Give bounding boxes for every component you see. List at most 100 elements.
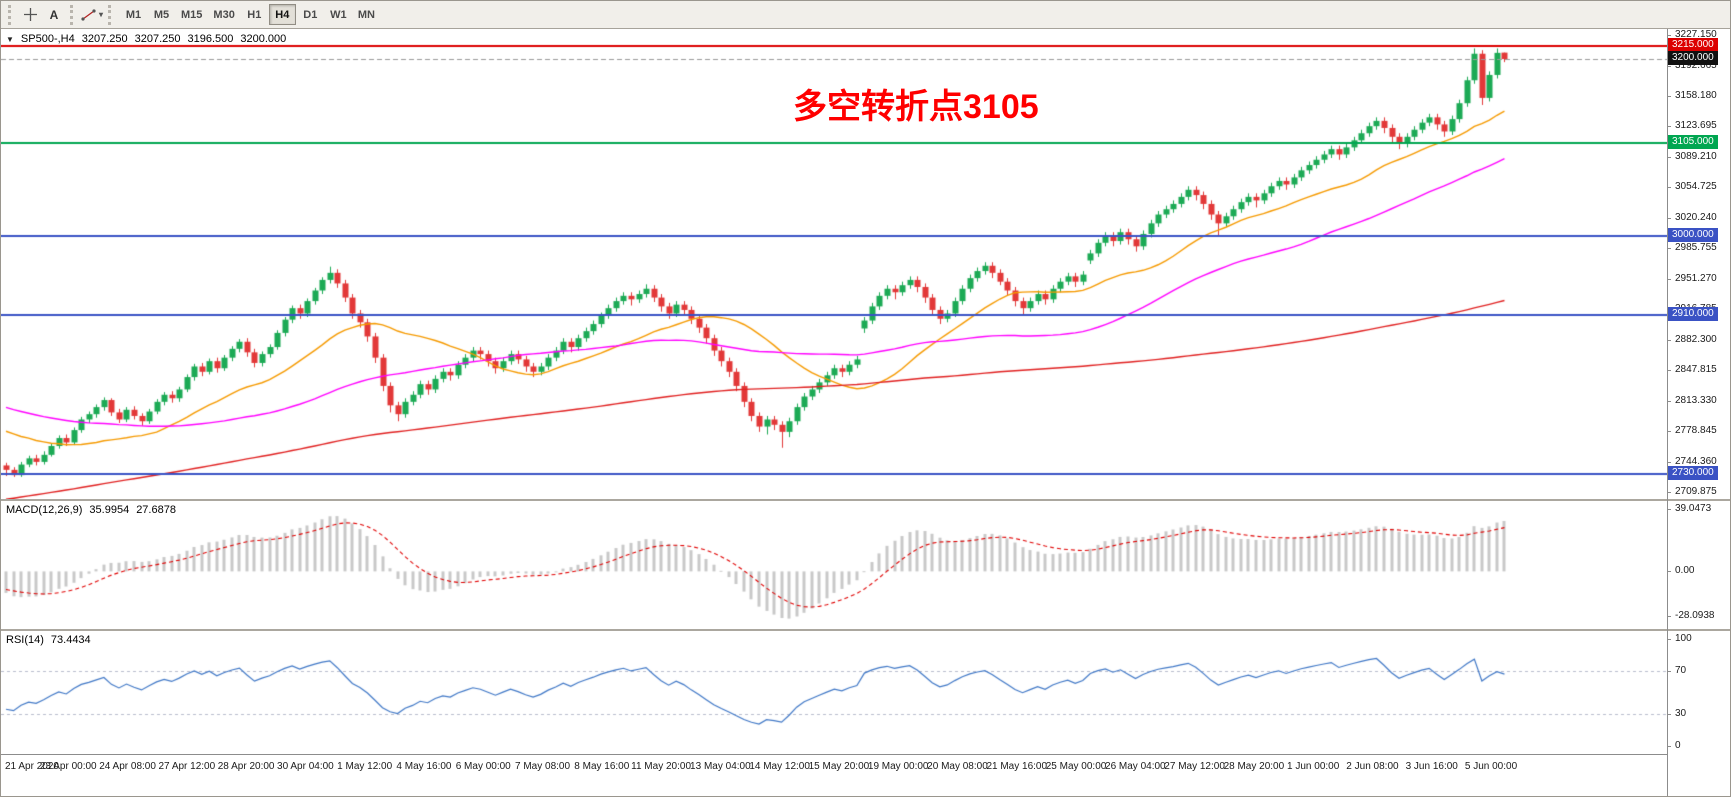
macd-pane: MACD(12,26,9) 35.9954 27.6878 [1,501,1667,629]
toolbar-grip[interactable] [8,4,14,25]
chart-title-close: 3200.000 [240,33,287,45]
chart-title-high: 3207.250 [134,33,181,45]
axis-tick [1667,461,1671,463]
timeframe-button-w1[interactable]: W1 [325,4,352,25]
crosshair-icon [23,8,37,21]
price-level-badge: 3215.000 [1668,37,1718,52]
dropdown-caret-icon: ▾ [99,10,104,19]
time-axis-label: 11 May 20:00 [631,761,692,772]
price-axis-label: 3089.210 [1675,150,1717,162]
time-axis-label: 5 Jun 00:00 [1464,761,1518,772]
price-axis-label: 3123.695 [1675,120,1717,132]
rsi-title: RSI(14) [6,634,44,646]
time-axis-label: 27 May 12:00 [1164,761,1225,772]
timeframe-button-d1[interactable]: D1 [297,4,324,25]
axis-tick [1667,431,1671,433]
axis-tick [1667,65,1671,67]
axis-tick [1667,248,1671,250]
price-axis-label: 2778.845 [1675,425,1717,437]
toolbar-grip[interactable] [70,4,76,25]
time-axis-label: 24 Apr 08:00 [99,761,156,772]
pane-divider[interactable] [1,629,1730,631]
timeframe-button-mn[interactable]: MN [353,4,380,25]
main-chart-pane: ▼ SP500-,H4 3207.250 3207.250 3196.500 3… [1,29,1667,499]
axis-tick [1667,278,1671,280]
time-axis-label: 4 May 16:00 [396,761,452,772]
axis-tick [1667,400,1671,402]
timeframe-button-m15[interactable]: M15 [176,4,207,25]
toolbar: A ▾ M1 M5 M15 M30 H1 H4 D1 W1 MN [1,1,1730,29]
time-axis-label: 28 May 20:00 [1223,761,1285,772]
price-axis-label: 2951.270 [1675,272,1717,284]
text-tool-label: A [49,7,59,22]
time-axis-label: 20 May 08:00 [927,761,988,772]
price-axis-label: 3020.240 [1675,211,1717,223]
axis-tick [1667,508,1671,510]
time-axis-label: 1 May 12:00 [337,761,393,772]
time-axis-label: 2 Jun 08:00 [1346,761,1399,772]
chart-title: ▼ SP500-,H4 3207.250 3207.250 3196.500 3… [6,33,286,45]
price-axis-label: 2985.755 [1675,242,1717,254]
price-axis[interactable]: 3227.1503192.6653158.1803123.6953089.210… [1667,29,1730,796]
rsi-axis-label: 0 [1675,740,1681,751]
rsi-value: 73.4434 [50,634,91,646]
price-level-badge: 2910.000 [1668,307,1718,322]
rsi-axis-label: 30 [1675,707,1687,719]
axis-tick [1667,671,1671,673]
axis-tick [1667,95,1671,97]
macd-title: MACD(12,26,9) [6,504,83,516]
draw-objects-button[interactable]: ▾ [80,4,104,26]
timeframe-button-h1[interactable]: H1 [241,4,268,25]
time-axis-label: 21 Apr 2020 [5,761,59,772]
macd-axis-label: 0.00 [1675,565,1695,577]
trendline-tool-icon [81,8,96,21]
rsi-label: RSI(14) 73.4434 [6,634,91,646]
axis-tick [1667,339,1671,341]
time-axis-label: 28 Apr 20:00 [217,761,275,772]
text-tool-button[interactable]: A [42,4,66,26]
time-axis-label: 7 May 08:00 [514,761,571,772]
price-axis-label: 2744.360 [1675,455,1717,467]
price-level-badge: 2730.000 [1668,466,1718,481]
time-axis-label: 21 May 16:00 [986,761,1048,772]
time-axis-label: 25 May 00:00 [1045,761,1107,772]
chart-title-low: 3196.500 [187,33,234,45]
one-click-trading-arrow-icon[interactable]: ▼ [6,34,14,44]
rsi-axis-label: 70 [1675,665,1687,677]
annotation-text[interactable]: 多空转折点3105 [793,88,1039,126]
crosshair-tool-button[interactable] [18,4,42,26]
rsi-canvas[interactable] [1,631,1667,754]
axis-tick [1667,639,1671,640]
macd-axis-label: -28.0938 [1675,610,1715,622]
axis-tick [1667,370,1671,372]
price-axis-label: 2813.330 [1675,394,1717,406]
time-axis-label: 30 Apr 04:00 [277,761,334,772]
price-axis-border [1667,29,1668,796]
timeframe-button-m30[interactable]: M30 [208,4,239,25]
macd-main-value: 35.9954 [89,504,130,516]
chart-title-open: 3207.250 [81,33,128,45]
timeframe-group: M1 M5 M15 M30 H1 H4 D1 W1 MN [120,4,380,25]
rsi-pane: RSI(14) 73.4434 [1,631,1667,754]
current-price-badge: 3200.000 [1668,51,1718,66]
macd-canvas[interactable] [1,501,1667,629]
axis-tick [1667,746,1671,747]
axis-tick [1667,571,1671,573]
timeframe-button-m1[interactable]: M1 [120,4,147,25]
time-axis-label: 19 May 00:00 [867,761,929,772]
time-axis-label: 3 Jun 16:00 [1405,761,1458,772]
price-axis-label: 3054.725 [1675,181,1717,193]
timeframe-button-h4[interactable]: H4 [268,4,296,25]
main-chart-canvas[interactable] [1,29,1667,499]
axis-tick [1667,156,1671,158]
pane-divider[interactable] [1,499,1730,501]
timeframe-button-m5[interactable]: M5 [148,4,175,25]
toolbar-grip[interactable] [108,4,114,25]
time-axis[interactable]: 21 Apr 2020 23 Apr 00:00 24 Apr 08:00 27 Ap… [1,754,1667,796]
price-axis-label: 2709.875 [1675,486,1717,498]
time-axis-label: 1 Jun 00:00 [1287,761,1340,772]
price-axis-label: 2847.815 [1675,364,1717,376]
chart-title-symbol: SP500-,H4 [20,33,75,45]
axis-tick [1667,217,1671,219]
